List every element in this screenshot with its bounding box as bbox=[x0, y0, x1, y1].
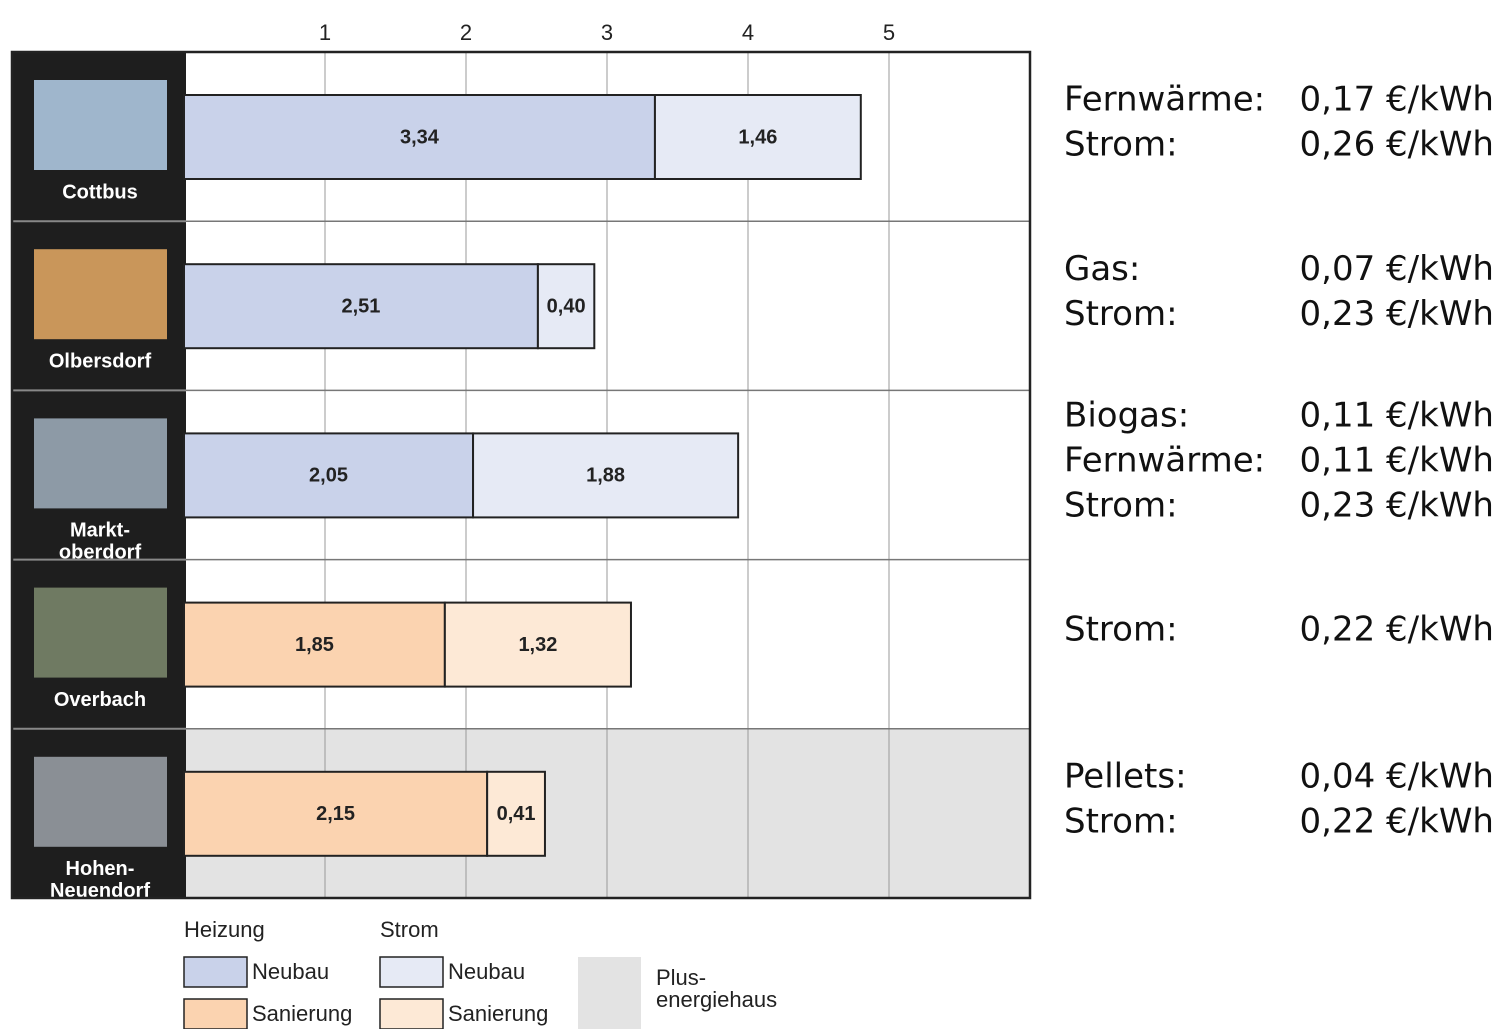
value-label: 0,40 bbox=[547, 295, 586, 317]
legend-title: Heizung bbox=[184, 917, 265, 942]
price-label: Fernwärme: bbox=[1064, 80, 1265, 120]
value-label: 2,05 bbox=[309, 465, 348, 487]
legend-label: Neubau bbox=[448, 959, 525, 984]
price-value: 0,11 €/kWh bbox=[1300, 441, 1494, 481]
legend-swatch bbox=[183, 956, 248, 988]
price-value: 0,22 €/kWh bbox=[1300, 610, 1494, 650]
price-label: Strom: bbox=[1064, 801, 1178, 841]
plot-frame bbox=[10, 50, 1032, 900]
value-label: 1,46 bbox=[738, 126, 777, 148]
value-label: 1,32 bbox=[518, 634, 557, 656]
value-label: 3,34 bbox=[400, 126, 440, 148]
price-value: 0,26 €/kWh bbox=[1300, 125, 1494, 165]
category-label: Olbersdorf bbox=[49, 350, 152, 372]
photo bbox=[34, 249, 167, 340]
price-label: Strom: bbox=[1064, 610, 1178, 650]
value-label: 1,88 bbox=[586, 465, 625, 487]
photo bbox=[34, 80, 167, 170]
price-value: 0,07 €/kWh bbox=[1300, 249, 1494, 289]
category-label: Markt-oberdorf bbox=[59, 520, 142, 564]
photo bbox=[34, 756, 167, 847]
bar-segment bbox=[536, 263, 596, 350]
price-value: 0,04 €/kWh bbox=[1300, 756, 1494, 796]
value-label: 2,51 bbox=[341, 295, 380, 317]
value-label: 2,15 bbox=[316, 803, 355, 825]
bar-segment bbox=[183, 263, 539, 350]
value-label: 0,41 bbox=[497, 803, 536, 825]
legend-swatch bbox=[578, 957, 641, 1029]
photo bbox=[34, 587, 167, 678]
legend-label: Sanierung bbox=[448, 1001, 548, 1026]
legend-swatch bbox=[379, 956, 444, 988]
bar-segment bbox=[443, 601, 632, 688]
x-tick-label: 2 bbox=[460, 20, 472, 45]
legend-title: Strom bbox=[380, 917, 439, 942]
price-label: Fernwärme: bbox=[1064, 441, 1265, 481]
value-label: 1,85 bbox=[295, 634, 334, 656]
price-value: 0,23 €/kWh bbox=[1300, 486, 1494, 526]
price-label: Strom: bbox=[1064, 486, 1178, 526]
legend-swatch bbox=[183, 998, 248, 1029]
price-label: Biogas: bbox=[1064, 396, 1189, 436]
price-label: Strom: bbox=[1064, 125, 1178, 165]
category-label: Overbach bbox=[54, 689, 146, 711]
price-value: 0,17 €/kWh bbox=[1300, 80, 1494, 120]
bar-segment bbox=[653, 94, 862, 180]
price-label: Gas: bbox=[1064, 249, 1140, 289]
bar-segment bbox=[486, 770, 546, 857]
x-tick-label: 4 bbox=[742, 20, 754, 45]
price-label: Pellets: bbox=[1064, 756, 1187, 796]
bar-segment bbox=[183, 770, 489, 857]
legend-swatch bbox=[379, 998, 444, 1029]
category-label: Hohen-Neuendorf bbox=[50, 858, 150, 902]
price-value: 0,23 €/kWh bbox=[1300, 294, 1494, 334]
price-value: 0,22 €/kWh bbox=[1300, 801, 1494, 841]
legend-label: Neubau bbox=[252, 959, 329, 984]
photo bbox=[34, 418, 167, 509]
legend-label: Plus-energiehaus bbox=[656, 965, 777, 1012]
category-label: Cottbus bbox=[62, 181, 138, 203]
x-tick-label: 3 bbox=[601, 20, 613, 45]
bar-segment bbox=[472, 432, 740, 519]
price-value: 0,11 €/kWh bbox=[1300, 396, 1494, 436]
x-tick-label: 5 bbox=[883, 20, 895, 45]
x-tick-label: 1 bbox=[319, 20, 331, 45]
price-label: Strom: bbox=[1064, 294, 1178, 334]
legend-label: Sanierung bbox=[252, 1001, 352, 1026]
